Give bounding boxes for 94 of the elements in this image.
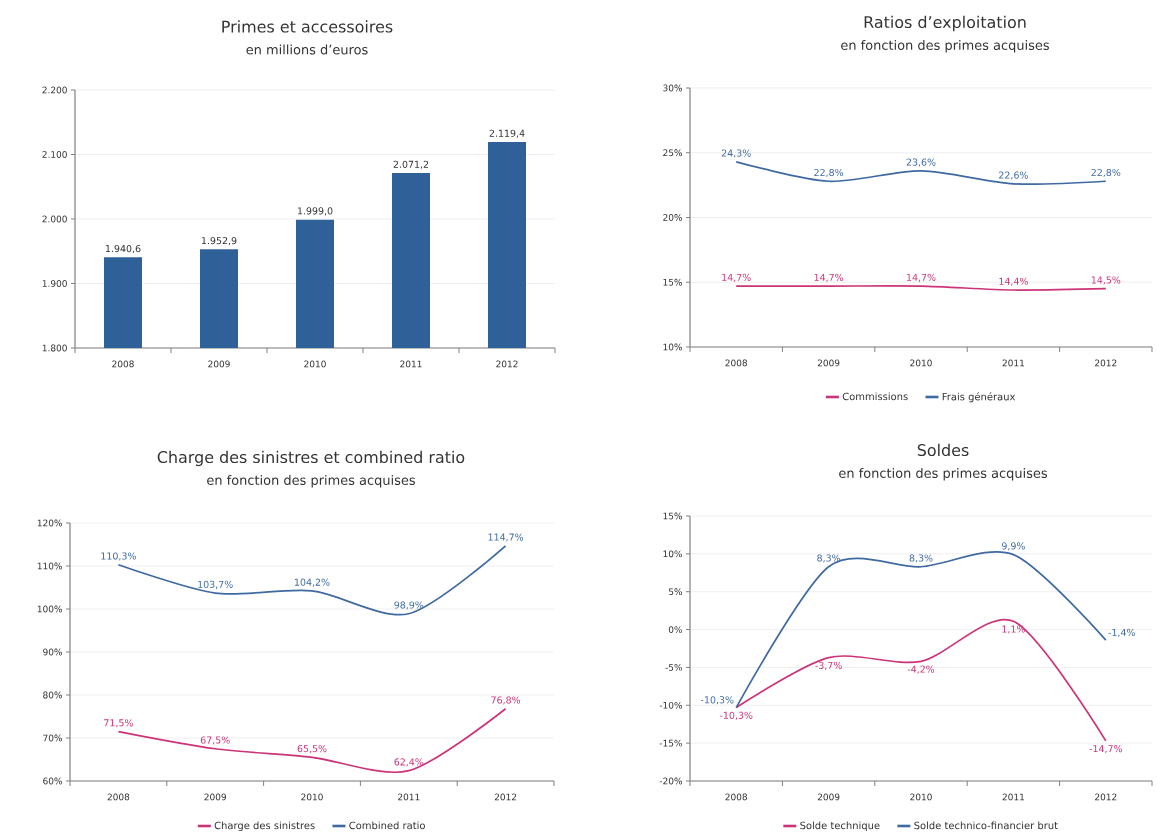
x-tick-label: 2008 [725,359,747,367]
y-tick-label: 10% [663,343,682,351]
data-label: 62,4% [394,758,424,767]
data-label: 76,8% [491,696,521,705]
x-tick-label: 2010 [304,360,326,368]
legend-label: Solde technico-financier brut [914,821,1058,830]
y-tick-label: 20% [663,214,682,221]
data-label: 14,7% [814,273,844,282]
data-label: 24,3% [721,149,751,158]
y-tick-label: 2.200 [42,86,67,94]
data-label: 22,8% [1091,168,1121,178]
y-tick-label: -15% [659,739,682,747]
x-tick-label: 2009 [208,360,230,368]
legend-label: Frais généraux [942,392,1016,403]
y-tick-label: -10% [659,701,682,709]
y-tick-label: 120% [37,519,62,527]
y-tick-label: 30% [663,84,682,92]
x-tick-label: 2012 [496,360,518,368]
data-label: 22,6% [999,171,1028,180]
chart-subtitle: en fonction des primes acquises [839,467,1047,481]
data-label: 71,5% [104,719,133,728]
data-label: 65,5% [297,745,327,754]
legend-label: Solde technique [800,821,880,832]
y-tick-label: 15% [663,512,682,520]
data-label: 14,7% [907,273,936,282]
data-label: 8,3% [909,554,933,563]
legend-label: Combined ratio [349,821,425,830]
chart-title: Ratios d’exploitation [864,15,1026,32]
y-tick-label: 2.100 [42,151,67,158]
chart-subtitle: en millions d’euros [246,44,368,55]
y-tick-label: 110% [37,562,62,570]
legend-label: Commissions [842,392,908,401]
data-label: 1.999,0 [297,207,333,216]
y-tick-label: 2.000 [42,215,67,223]
y-tick-label: 25% [663,149,682,157]
data-label: 23,6% [906,158,936,167]
x-tick-label: 2009 [817,793,840,801]
y-tick-label: 5% [668,588,682,596]
data-label: 104,2% [295,578,330,587]
data-label: 14,4% [999,277,1028,286]
y-tick-label: 15% [663,278,682,286]
y-tick-label: -5% [665,664,682,671]
x-tick-label: 2011 [400,360,422,368]
data-label: -1,4% [1108,628,1135,637]
data-label: 103,7% [198,580,233,589]
chart-subtitle: en fonction des primes acquises [207,474,415,488]
chart-subtitle: en fonction des primes acquises [841,39,1049,53]
x-tick-label: 2012 [494,793,517,801]
data-label: 1.940,6 [105,244,141,254]
y-tick-label: 70% [43,734,62,742]
y-tick-label: 60% [43,777,62,785]
chart-title: Primes et accessoires [222,20,393,33]
y-tick-label: 80% [43,691,62,699]
y-tick-label: 90% [43,648,62,656]
x-tick-label: 2009 [817,359,840,367]
data-label: -10,3% [701,696,734,705]
data-label: 114,7% [488,533,524,542]
data-label: 2.119,4 [489,129,525,138]
x-tick-label: 2010 [301,793,323,801]
x-tick-label: 2012 [1095,793,1117,801]
x-tick-label: 2011 [1002,793,1024,801]
y-tick-label: -20% [659,777,682,785]
data-label: 22,8% [814,168,844,178]
data-label: 1.952,9 [201,237,237,246]
chart-title: Charge des sinistres et combined ratio [157,450,465,467]
x-tick-label: 2012 [1095,359,1117,367]
data-label: 110,3% [101,552,136,561]
data-label: 1,1% [1002,625,1025,634]
chart-title: Soldes [917,443,969,457]
data-label: 2.071,2 [393,160,429,169]
y-tick-label: 0% [668,626,682,633]
y-tick-label: 1.800 [42,344,67,352]
data-label: 8,3% [817,554,841,563]
x-tick-label: 2010 [910,793,932,801]
y-tick-label: 10% [663,550,682,558]
x-tick-label: 2011 [398,793,420,801]
data-label: 98,9% [394,601,424,610]
x-tick-label: 2008 [112,360,134,368]
data-label: 14,7% [722,273,751,282]
x-tick-label: 2008 [725,793,747,801]
data-label: -4,2% [907,665,935,674]
legend-label: Charge des sinistres [214,821,315,832]
x-tick-label: 2008 [107,793,130,801]
y-tick-label: 100% [37,605,62,613]
x-tick-label: 2010 [910,359,932,367]
x-tick-label: 2011 [1002,359,1024,367]
data-label: 67,5% [200,736,230,745]
y-tick-label: 1.900 [42,280,67,287]
x-tick-label: 2009 [204,793,226,801]
data-label: 9,9% [1001,542,1025,551]
data-label: -14,7% [1089,745,1123,754]
data-label: 14,5% [1091,276,1121,285]
data-label: -3,7% [815,661,842,670]
data-label: -10,3% [719,711,753,720]
